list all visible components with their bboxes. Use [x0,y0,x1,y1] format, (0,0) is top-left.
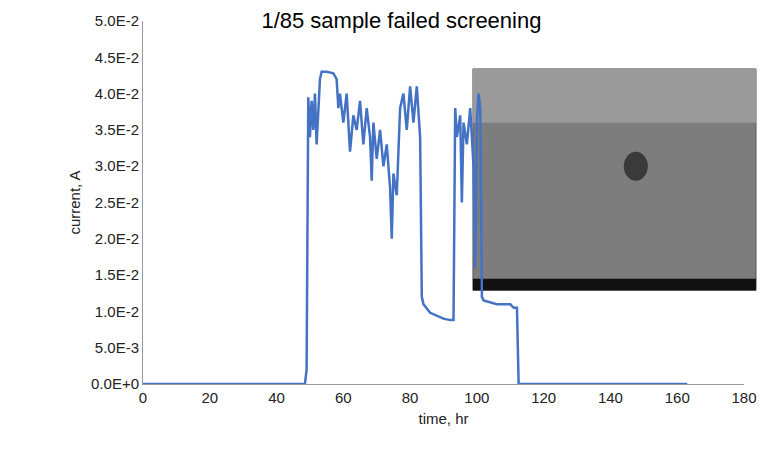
svg-text:4.0E-2: 4.0E-2 [95,85,139,102]
svg-text:2.5E-2: 2.5E-2 [95,194,139,211]
svg-text:5.0E-2: 5.0E-2 [95,12,139,29]
svg-text:current, A: current, A [66,170,83,234]
svg-text:120: 120 [531,389,556,406]
svg-text:80: 80 [402,389,419,406]
svg-text:3.5E-2: 3.5E-2 [95,121,139,138]
svg-text:180: 180 [731,389,756,406]
svg-text:140: 140 [598,389,623,406]
svg-text:40: 40 [268,389,285,406]
svg-text:100: 100 [464,389,489,406]
svg-text:3.0E-2: 3.0E-2 [95,157,139,174]
svg-text:4.5E-2: 4.5E-2 [95,49,139,66]
svg-text:1.0E-2: 1.0E-2 [95,303,139,320]
svg-text:160: 160 [665,389,690,406]
svg-text:0.0E+0: 0.0E+0 [91,375,139,392]
svg-text:1.5E-2: 1.5E-2 [95,266,139,283]
svg-text:0: 0 [139,389,147,406]
svg-text:20: 20 [201,389,218,406]
svg-text:60: 60 [335,389,352,406]
svg-text:2.0E-2: 2.0E-2 [95,230,139,247]
svg-text:time, hr: time, hr [418,410,468,427]
svg-text:1/85 sample failed screening: 1/85 sample failed screening [261,8,541,33]
svg-text:5.0E-3: 5.0E-3 [95,339,139,356]
